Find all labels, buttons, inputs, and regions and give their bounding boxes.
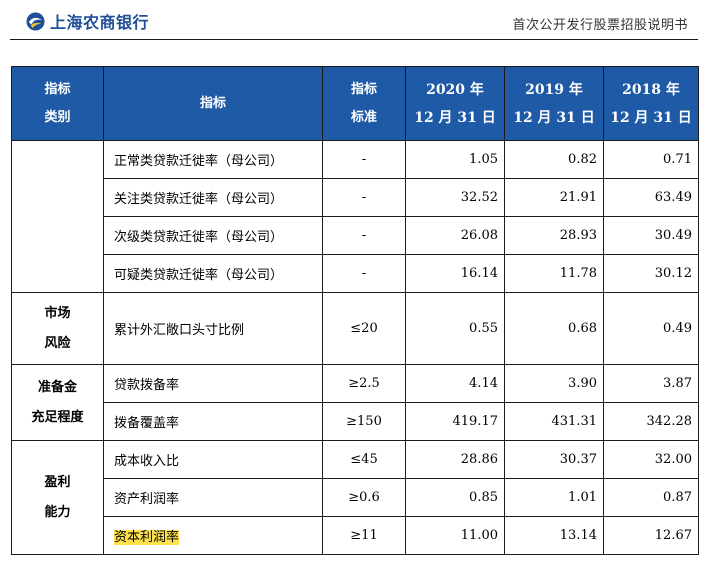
value-2019-cell: 21.91 [504,178,604,217]
indicator-cell-highlighted: 资本利润率 [103,516,323,555]
indicator-cell: 资产利润率 [103,478,323,517]
value-2019-cell: 0.68 [504,292,604,365]
col-header-standard: 指标 标准 [322,66,406,141]
value-2020-cell: 11.00 [405,516,505,555]
value-2018-cell: 3.87 [603,364,699,403]
standard-cell: ≤20 [322,292,406,365]
value-2019-cell: 431.31 [504,402,604,441]
standard-cell: - [322,178,406,217]
indicator-cell: 成本收入比 [103,440,323,479]
value-2019-cell: 28.93 [504,216,604,255]
category-cell-credit [11,140,104,293]
bank-logo-icon [26,11,45,31]
table-row: 拨备覆盖率 ≥150 419.17 431.31 342.28 [12,402,699,441]
indicator-cell: 累计外汇敞口头寸比例 [103,292,323,365]
bank-name: 上海农商银行 [50,13,150,32]
category-cell-provision: 准备金 充足程度 [11,364,104,441]
value-2019-cell: 0.82 [504,140,604,179]
standard-cell: ≥150 [322,402,406,441]
col-header-category: 指标 类别 [11,66,104,141]
value-2018-cell: 0.87 [603,478,699,517]
value-2020-cell: 4.14 [405,364,505,403]
value-2020-cell: 32.52 [405,178,505,217]
table-row: 准备金 充足程度 贷款拨备率 ≥2.5 4.14 3.90 3.87 [11,364,699,441]
highlighted-text: 资本利润率 [114,530,180,545]
table-row: 盈利 能力 成本收入比 ≤45 28.86 30.37 32.00 [11,440,699,555]
value-2019-cell: 13.14 [504,516,604,555]
standard-cell: ≥11 [322,516,406,555]
indicator-cell: 拨备覆盖率 [103,402,323,441]
risk-metrics-table: 指标 类别 指标 指标 标准 2020 年 12 月 31 日 2019 年 12 月 … [11,66,699,555]
value-2020-cell: 16.14 [405,254,505,293]
indicator-cell: 可疑类贷款迁徙率（母公司） [103,254,323,293]
col-header-2018: 2018 年 12 月 31 日 [603,66,699,141]
value-2018-cell: 0.49 [603,292,699,365]
value-2020-cell: 0.85 [405,478,505,517]
indicator-cell: 贷款拨备率 [103,364,323,403]
value-2019-cell: 3.90 [504,364,604,403]
value-2018-cell: 342.28 [603,402,699,441]
value-2020-cell: 0.55 [405,292,505,365]
value-2018-cell: 63.49 [603,178,699,217]
standard-cell: ≥2.5 [322,364,406,403]
standard-cell: ≤45 [322,440,406,479]
table-row: 资产利润率 ≥0.6 0.85 1.01 0.87 [12,478,699,517]
value-2019-cell: 30.37 [504,440,604,479]
table-row: 正常类贷款迁徙率（母公司） - 1.05 0.82 0.71 [11,140,699,293]
col-header-2019: 2019 年 12 月 31 日 [504,66,604,141]
value-2020-cell: 1.05 [405,140,505,179]
table-row: 关注类贷款迁徙率（母公司） - 32.52 21.91 63.49 [12,178,699,217]
standard-cell: ≥0.6 [322,478,406,517]
value-2018-cell: 32.00 [603,440,699,479]
table-row: 可疑类贷款迁徙率（母公司） - 16.14 11.78 30.12 [12,254,699,293]
col-header-indicator: 指标 [103,66,323,141]
value-2018-cell: 12.67 [603,516,699,555]
category-cell-profitability: 盈利 能力 [11,440,104,555]
value-2019-cell: 1.01 [504,478,604,517]
col-header-2020: 2020 年 12 月 31 日 [405,66,505,141]
page-header: 上海农商银行 首次公开发行股票招股说明书 [0,0,711,42]
indicator-cell: 关注类贷款迁徙率（母公司） [103,178,323,217]
standard-cell: - [322,254,406,293]
value-2020-cell: 28.86 [405,440,505,479]
value-2019-cell: 11.78 [504,254,604,293]
value-2020-cell: 419.17 [405,402,505,441]
value-2018-cell: 30.49 [603,216,699,255]
indicator-cell: 次级类贷款迁徙率（母公司） [103,216,323,255]
value-2018-cell: 0.71 [603,140,699,179]
value-2018-cell: 30.12 [603,254,699,293]
table-header-row: 指标 类别 指标 指标 标准 2020 年 12 月 31 日 2019 年 12 月 … [11,66,699,141]
table-row: 次级类贷款迁徙率（母公司） - 26.08 28.93 30.49 [12,216,699,255]
category-cell-market-risk: 市场 风险 [11,292,104,365]
bank-logo: 上海农商银行 [26,9,149,33]
standard-cell: - [322,140,406,179]
table-row: 市场 风险 累计外汇敞口头寸比例 ≤20 0.55 0.68 0.49 [11,292,699,365]
value-2020-cell: 26.08 [405,216,505,255]
table-row: 资本利润率 ≥11 11.00 13.14 12.67 [12,516,699,555]
standard-cell: - [322,216,406,255]
header-divider [10,39,698,40]
document-title: 首次公开发行股票招股说明书 [512,18,688,33]
indicator-cell: 正常类贷款迁徙率（母公司） [103,140,323,179]
